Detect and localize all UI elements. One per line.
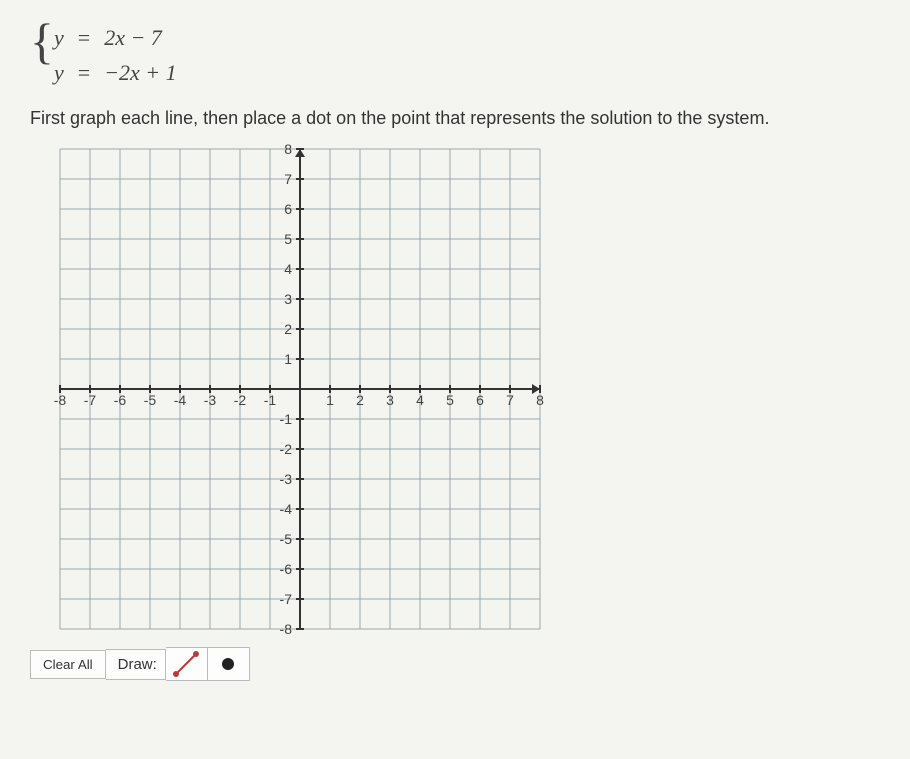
line-tool-button[interactable] — [166, 647, 208, 681]
svg-text:-2: -2 — [280, 441, 293, 457]
svg-text:-4: -4 — [280, 501, 293, 517]
svg-text:-5: -5 — [280, 531, 293, 547]
svg-text:2: 2 — [284, 321, 292, 337]
system-of-equations: { y = 2x − 7 y = −2x + 1 — [30, 20, 880, 90]
svg-text:-4: -4 — [174, 392, 187, 408]
svg-text:-7: -7 — [84, 392, 97, 408]
instruction-text: First graph each line, then place a dot … — [30, 108, 880, 129]
svg-text:-7: -7 — [280, 591, 293, 607]
svg-text:8: 8 — [284, 141, 292, 157]
clear-all-button[interactable]: Clear All — [30, 650, 106, 679]
svg-text:7: 7 — [506, 392, 514, 408]
brace-icon: { — [30, 16, 54, 66]
equation-2: y = −2x + 1 — [54, 55, 880, 90]
svg-text:7: 7 — [284, 171, 292, 187]
svg-text:-5: -5 — [144, 392, 157, 408]
coordinate-grid[interactable]: -8 -7 -6 -5 -4 -3 -2 -1 1 2 3 4 5 6 7 8 -8 -7 -6 -5 -4 -3 -2 -1… — [30, 139, 590, 639]
draw-label: Draw: — [106, 649, 166, 680]
svg-text:4: 4 — [416, 392, 424, 408]
eq1-op: = — [78, 20, 90, 55]
eq2-op: = — [78, 55, 90, 90]
line-tool-icon — [172, 650, 200, 678]
svg-text:-3: -3 — [204, 392, 217, 408]
svg-text:-6: -6 — [114, 392, 127, 408]
svg-text:2: 2 — [356, 392, 364, 408]
svg-text:5: 5 — [446, 392, 454, 408]
svg-text:1: 1 — [326, 392, 334, 408]
svg-text:3: 3 — [284, 291, 292, 307]
svg-text:6: 6 — [284, 201, 292, 217]
eq1-rhs: 2x − 7 — [104, 20, 162, 55]
svg-text:-2: -2 — [234, 392, 247, 408]
svg-text:-1: -1 — [264, 392, 277, 408]
dot-tool-icon — [222, 658, 234, 670]
grid-svg[interactable]: -8 -7 -6 -5 -4 -3 -2 -1 1 2 3 4 5 6 7 8 -8 -7 -6 -5 -4 -3 -2 -1… — [30, 139, 590, 639]
svg-text:-8: -8 — [54, 392, 67, 408]
svg-text:8: 8 — [536, 392, 544, 408]
svg-text:3: 3 — [386, 392, 394, 408]
equation-1: y = 2x − 7 — [54, 20, 880, 55]
svg-text:6: 6 — [476, 392, 484, 408]
svg-text:4: 4 — [284, 261, 292, 277]
drawing-toolbar: Clear All Draw: — [30, 647, 880, 681]
dot-tool-button[interactable] — [208, 647, 250, 681]
svg-text:-1: -1 — [280, 411, 293, 427]
eq2-lhs: y — [54, 55, 64, 90]
eq2-rhs: −2x + 1 — [104, 55, 176, 90]
svg-text:-6: -6 — [280, 561, 293, 577]
svg-text:5: 5 — [284, 231, 292, 247]
svg-text:1: 1 — [284, 351, 292, 367]
svg-text:-3: -3 — [280, 471, 293, 487]
svg-text:-8: -8 — [280, 621, 293, 637]
eq1-lhs: y — [54, 20, 64, 55]
